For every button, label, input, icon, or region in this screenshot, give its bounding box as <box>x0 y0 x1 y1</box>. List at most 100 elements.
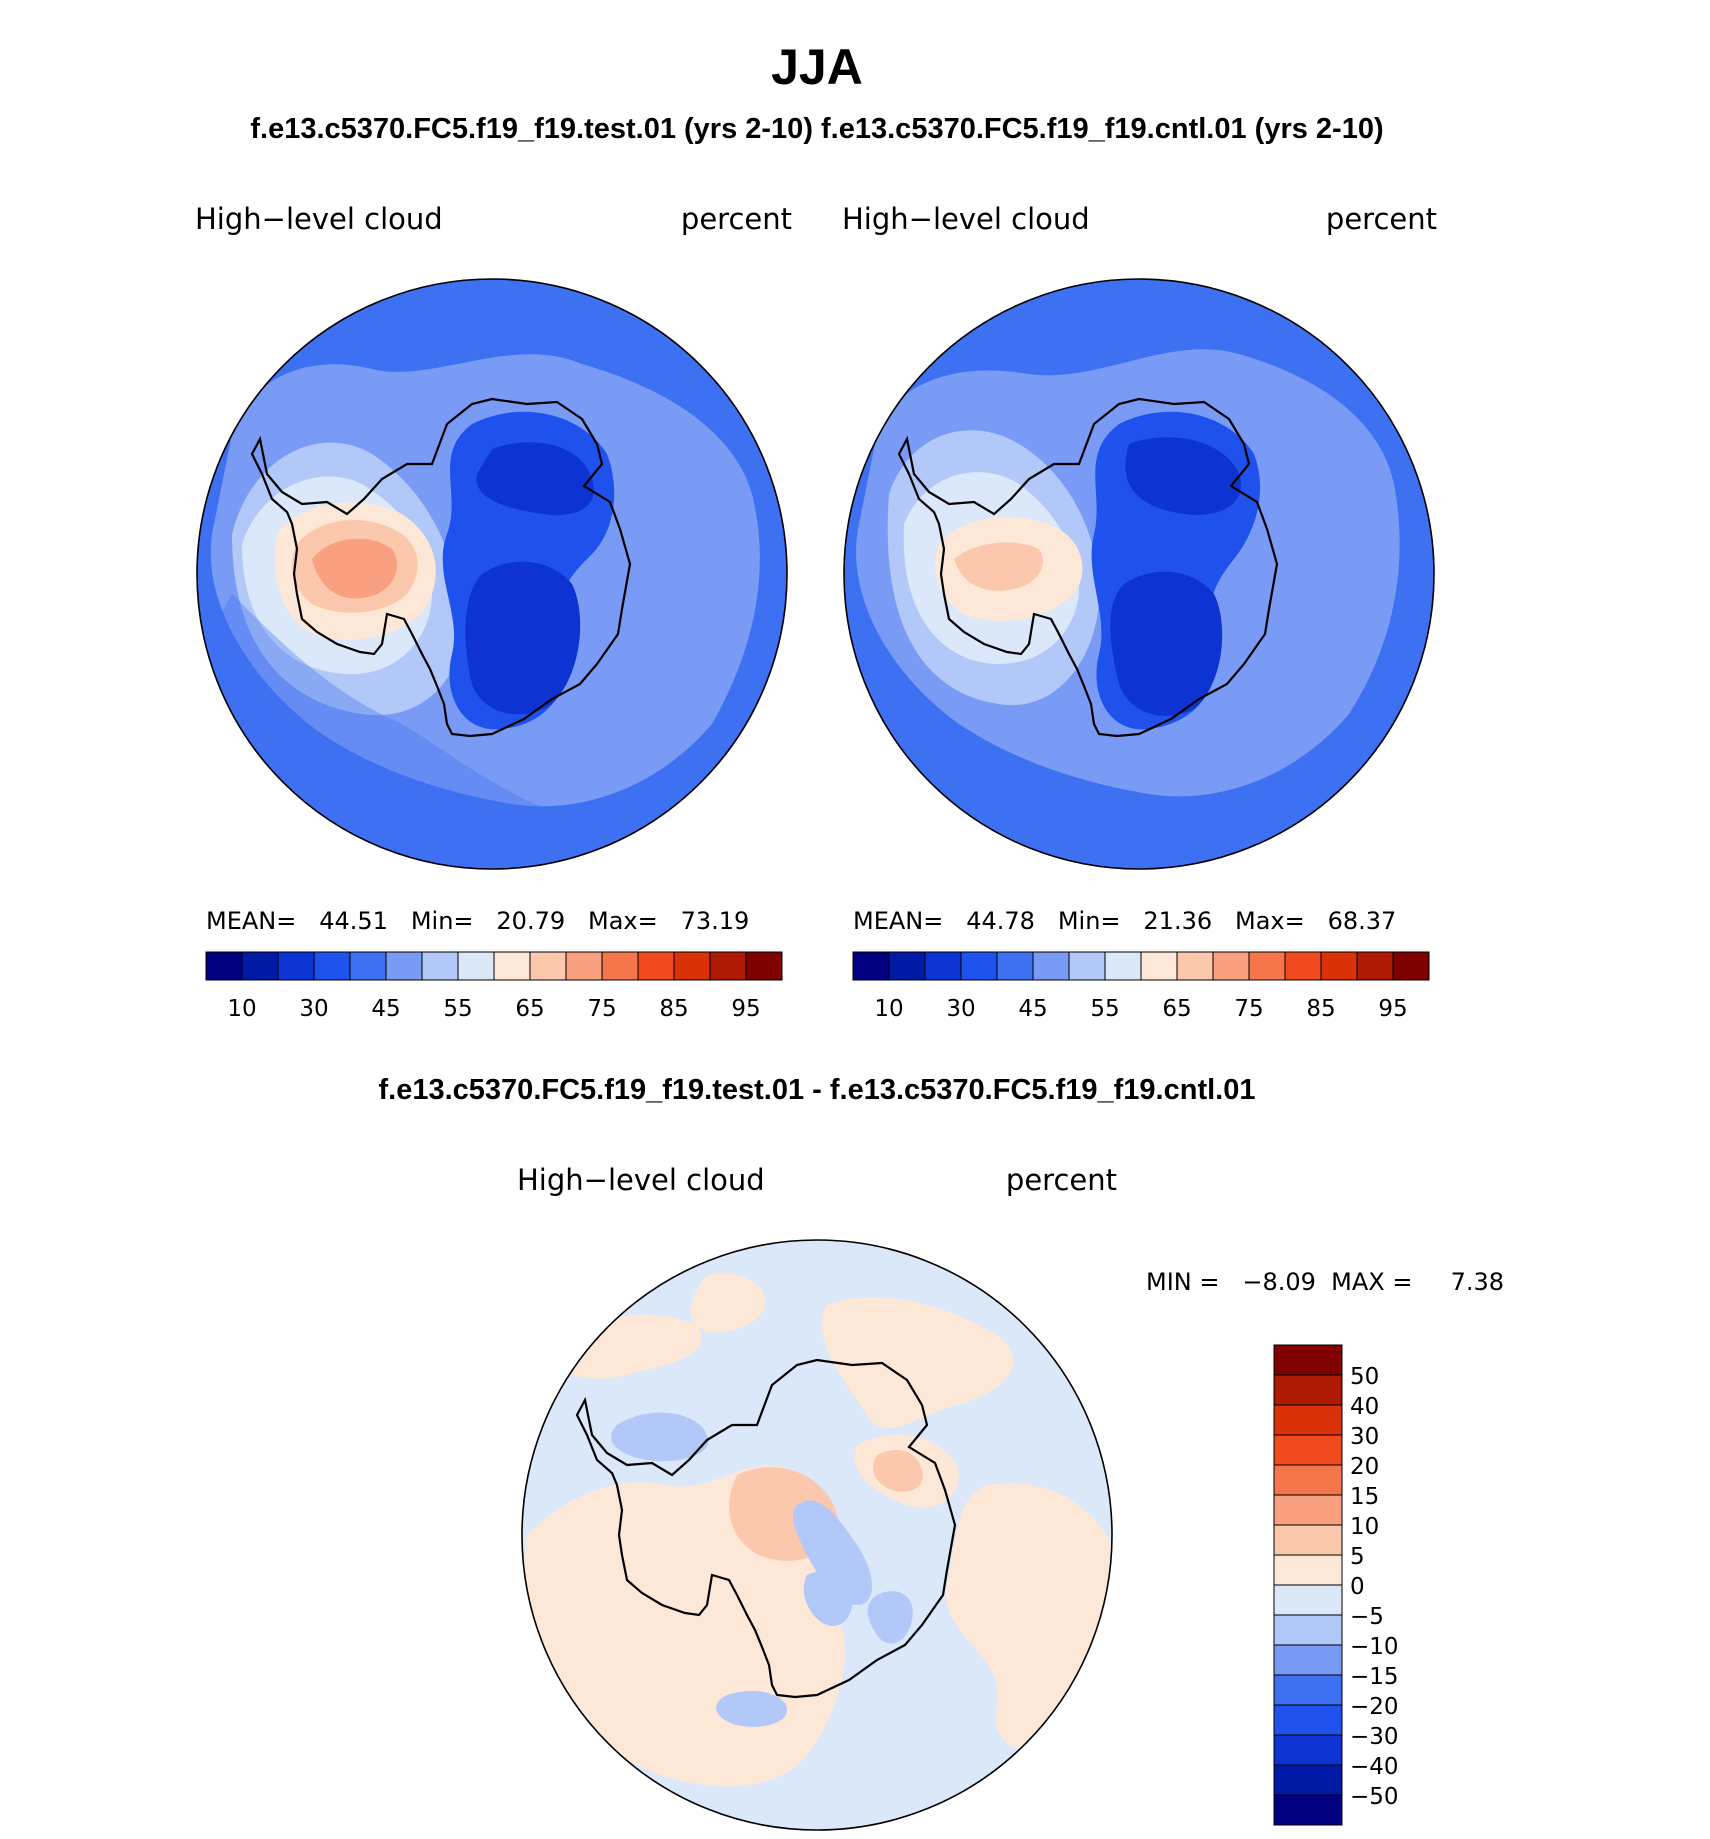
test-colorbar-swatch <box>709 951 747 981</box>
difference-colorbar-tick-label: 50 <box>1350 1364 1379 1390</box>
test-colorbar-swatch <box>565 951 603 981</box>
test-colorbar-tick-label: 45 <box>371 996 400 1022</box>
difference-colorbar-swatch <box>1273 1614 1343 1646</box>
test-colorbar-swatch <box>241 951 279 981</box>
test-colorbar-tick-label: 30 <box>299 996 328 1022</box>
difference-colorbar-swatch <box>1273 1464 1343 1496</box>
control-colorbar-swatch <box>1104 951 1142 981</box>
test-colorbar-swatch <box>673 951 711 981</box>
control-colorbar-swatch <box>996 951 1034 981</box>
difference-colorbar-tick-label: −10 <box>1350 1634 1399 1660</box>
control-colorbar-swatch <box>1032 951 1070 981</box>
difference-title: f.e13.c5370.FC5.f19_f19.test.01 - f.e13.… <box>379 1074 1256 1106</box>
figure-title: JJA <box>771 39 863 95</box>
difference-colorbar-swatch <box>1273 1524 1343 1556</box>
difference-colorbar-swatch <box>1273 1674 1343 1706</box>
test-colorbar-tick-label: 85 <box>659 996 688 1022</box>
control-colorbar-swatch <box>852 951 890 981</box>
difference-polar-map <box>522 1240 1112 1830</box>
test-units-label: percent <box>681 202 792 236</box>
difference-colorbar-swatch <box>1273 1344 1343 1376</box>
difference-variable-label: High−level cloud <box>517 1163 765 1197</box>
test-colorbar-swatch <box>457 951 495 981</box>
difference-colorbar-tick-label: 30 <box>1350 1424 1379 1450</box>
difference-colorbar-tick-label: 15 <box>1350 1484 1379 1510</box>
test-colorbar-tick-label: 65 <box>515 996 544 1022</box>
test-colorbar-tick-label: 10 <box>227 996 256 1022</box>
test-colorbar-swatch <box>493 951 531 981</box>
test-colorbar-swatch <box>637 951 675 981</box>
difference-colorbar-swatch <box>1273 1404 1343 1436</box>
test-colorbar-tick-label: 95 <box>731 996 760 1022</box>
difference-colorbar-swatch <box>1273 1644 1343 1676</box>
control-colorbar-swatch <box>924 951 962 981</box>
control-colorbar-tick-label: 45 <box>1018 996 1047 1022</box>
test-colorbar-swatch <box>421 951 459 981</box>
difference-colorbar-tick-label: −30 <box>1350 1724 1399 1750</box>
figure-subtitle: f.e13.c5370.FC5.f19_f19.test.01 (yrs 2-1… <box>250 113 1383 145</box>
difference-stats: MIN = −8.09 MAX = 7.38 <box>1146 1268 1504 1296</box>
control-colorbar-swatch <box>1356 951 1394 981</box>
control-colorbar-swatch <box>1284 951 1322 981</box>
test-colorbar-swatch <box>601 951 639 981</box>
test-colorbar: 10 30 45 55 65 75 85 95 <box>205 951 783 1022</box>
difference-colorbar-tick-label: 5 <box>1350 1544 1365 1570</box>
difference-colorbar-swatch <box>1273 1374 1343 1406</box>
difference-colorbar-tick-label: 10 <box>1350 1514 1379 1540</box>
difference-colorbar-swatch <box>1273 1434 1343 1466</box>
control-colorbar-swatch <box>888 951 926 981</box>
control-colorbar-tick-label: 95 <box>1378 996 1407 1022</box>
control-panel: High−level cloud percent MEAN= 44.78 Min… <box>842 202 1437 1022</box>
difference-colorbar-tick-label: 40 <box>1350 1394 1379 1420</box>
control-colorbar: 10 30 45 55 65 75 85 95 <box>852 951 1430 1022</box>
test-colorbar-tick-label: 55 <box>443 996 472 1022</box>
difference-colorbar-tick-label: −20 <box>1350 1694 1399 1720</box>
test-colorbar-swatch <box>205 951 243 981</box>
test-colorbar-swatch <box>313 951 351 981</box>
difference-colorbar-swatch <box>1273 1494 1343 1526</box>
difference-colorbar-tick-label: −40 <box>1350 1754 1399 1780</box>
test-colorbar-swatch <box>745 951 783 981</box>
difference-colorbar-swatch <box>1273 1734 1343 1766</box>
control-colorbar-swatch <box>1212 951 1250 981</box>
test-colorbar-tick-label: 75 <box>587 996 616 1022</box>
control-colorbar-tick-label: 30 <box>946 996 975 1022</box>
control-colorbar-swatch <box>1392 951 1430 981</box>
control-colorbar-tick-label: 75 <box>1234 996 1263 1022</box>
control-colorbar-swatch <box>1140 951 1178 981</box>
control-colorbar-swatch <box>1320 951 1358 981</box>
difference-colorbar-tick-label: −50 <box>1350 1784 1399 1810</box>
difference-colorbar-swatch <box>1273 1584 1343 1616</box>
difference-units-label: percent <box>1006 1163 1117 1197</box>
difference-colorbar-tick-label: −5 <box>1350 1604 1384 1630</box>
test-colorbar-swatch <box>385 951 423 981</box>
difference-colorbar-swatch <box>1273 1794 1343 1826</box>
control-colorbar-swatch <box>1176 951 1214 981</box>
control-colorbar-tick-label: 10 <box>874 996 903 1022</box>
control-variable-label: High−level cloud <box>842 202 1090 236</box>
difference-colorbar-tick-label: 0 <box>1350 1574 1365 1600</box>
test-colorbar-swatch <box>529 951 567 981</box>
difference-colorbar-swatch <box>1273 1554 1343 1586</box>
control-colorbar-tick-label: 65 <box>1162 996 1191 1022</box>
control-colorbar-tick-label: 55 <box>1090 996 1119 1022</box>
control-units-label: percent <box>1326 202 1437 236</box>
test-polar-map <box>197 279 787 869</box>
difference-colorbar-tick-label: −15 <box>1350 1664 1399 1690</box>
control-colorbar-swatch <box>1248 951 1286 981</box>
test-stats: MEAN= 44.51 Min= 20.79 Max= 73.19 <box>206 907 749 935</box>
test-colorbar-swatch <box>349 951 387 981</box>
control-colorbar-swatch <box>960 951 998 981</box>
control-colorbar-tick-label: 85 <box>1306 996 1335 1022</box>
difference-colorbar-swatch <box>1273 1704 1343 1736</box>
difference-panel: High−level cloud percent MIN = <box>517 1163 1504 1831</box>
test-variable-label: High−level cloud <box>195 202 443 236</box>
control-colorbar-swatch <box>1068 951 1106 981</box>
control-polar-map <box>844 279 1434 869</box>
test-colorbar-swatch <box>277 951 315 981</box>
difference-colorbar-tick-label: 20 <box>1350 1454 1379 1480</box>
difference-colorbar-swatch <box>1273 1764 1343 1796</box>
test-panel: High−level cloud percent MEAN= 44.51 Min… <box>195 202 792 1022</box>
